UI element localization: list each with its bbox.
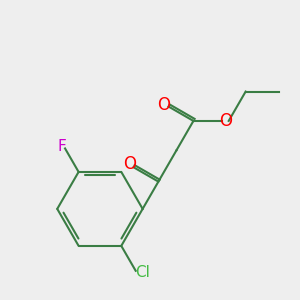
Text: O: O — [157, 96, 170, 114]
Text: O: O — [220, 112, 232, 130]
Text: Cl: Cl — [136, 265, 151, 280]
Text: F: F — [57, 140, 66, 154]
Text: O: O — [123, 155, 136, 173]
